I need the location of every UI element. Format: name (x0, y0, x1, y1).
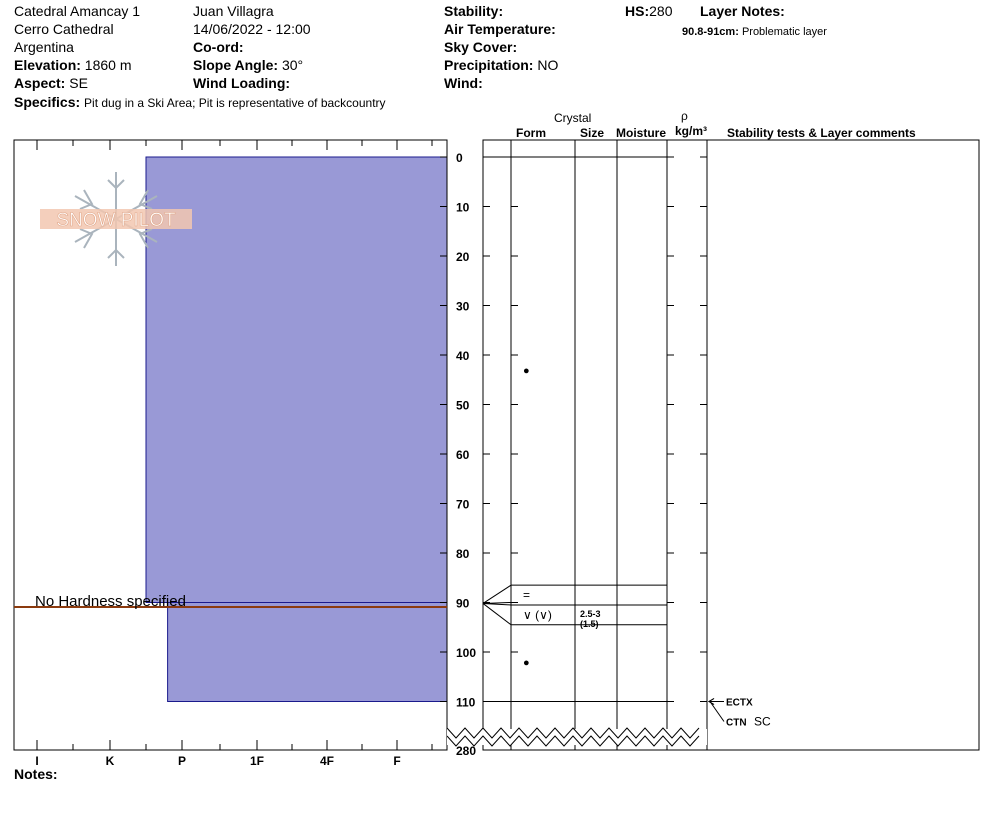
logo-text: SNOW PILOT (56, 210, 176, 231)
hardness-frame (13, 139, 448, 751)
boundary-connector (482, 603, 512, 626)
depth-label: 90 (456, 597, 470, 611)
depth-label: 70 (456, 498, 470, 512)
depth-label: 30 (456, 300, 470, 314)
slope-row: Slope Angle: 30° (193, 57, 303, 74)
slope-value: 30° (281, 57, 304, 73)
form-header: Form (516, 126, 546, 140)
no-hardness-label: No Hardness specified (35, 593, 186, 610)
wind-loading-label: Wind Loading: (193, 75, 291, 91)
crystal-table: ● = ∨ (∨) 2.5-3(1.5) ● (482, 139, 708, 751)
layer-note-range: 90.8-91cm: (682, 26, 739, 38)
stability-label: Stability: (444, 3, 504, 19)
layer-rect (167, 602, 448, 702)
region: Cerro Cathedral (14, 21, 114, 37)
depth-label: 0 (456, 151, 463, 165)
grain-size-secondary: (1.5) (580, 619, 599, 629)
slope-label: Slope Angle: (193, 57, 279, 73)
rho-header: ρ (681, 109, 688, 123)
grain-rows: ● = ∨ (∨) 2.5-3(1.5) ● (523, 365, 601, 669)
grain-form: ● (523, 657, 530, 669)
hardness-graph: I K P 1F 4F F (13, 139, 448, 768)
observer: Juan Villagra (193, 3, 274, 19)
moisture-header: Moisture (616, 126, 667, 140)
sky-cover-label: Sky Cover: (444, 39, 518, 55)
hs-row: HS:280 (625, 3, 672, 20)
layer-boundaries (482, 156, 667, 702)
notes-label: Notes: (14, 766, 58, 782)
hardness-label: P (178, 754, 186, 768)
hardness-label: I (35, 754, 38, 768)
test-label: ECTX (726, 698, 753, 709)
crystal-header: Crystal (554, 111, 592, 125)
wind-label: Wind: (444, 75, 483, 91)
air-temp-label: Air Temperature: (444, 21, 556, 37)
depth-axis: 0 10 20 30 40 50 60 70 80 90 100 110 280 (440, 151, 476, 758)
comments-box (706, 139, 980, 751)
depth-label: 80 (456, 547, 470, 561)
specifics-label: Specifics: (14, 94, 81, 110)
hs-label: HS: (625, 3, 650, 19)
depth-label: 10 (456, 201, 470, 215)
test-arrow-icon (708, 698, 715, 705)
grain-form: ∨ (∨) (523, 608, 552, 622)
elevation-value: 1860 m (84, 57, 132, 73)
elevation-label: Elevation: (14, 57, 81, 73)
depth-label: 40 (456, 349, 470, 363)
precip-row: Precipitation: NO (444, 57, 558, 74)
coord-label: Co-ord: (193, 39, 244, 55)
stability-comments-header: Stability tests & Layer comments (727, 126, 916, 140)
location: Catedral Amancay 1 (14, 3, 141, 19)
stability-tests: ECTX CTN SC (708, 698, 771, 729)
grain-size: 2.5-3 (580, 609, 601, 619)
layer-notes-label: Layer Notes: (700, 3, 785, 19)
specifics-row: Specifics: Pit dug in a Ski Area; Pit is… (14, 94, 386, 112)
depth-label: 100 (456, 646, 476, 660)
precip-value: NO (537, 57, 559, 73)
depth-label: 50 (456, 399, 470, 413)
precip-label: Precipitation: (444, 57, 534, 73)
size-header: Size (580, 126, 605, 140)
grain-form: = (523, 588, 530, 602)
test-label: CTN (726, 718, 747, 729)
grain-form: ● (523, 365, 530, 377)
boundary-connector (482, 601, 512, 604)
layer-rect (145, 156, 448, 603)
snowpilot-logo: SNOW PILOT (40, 172, 192, 266)
depth-bottom-label: 280 (456, 744, 476, 758)
hs-value: 280 (649, 3, 673, 19)
hardness-label: F (393, 754, 400, 768)
hardness-label: 4F (320, 754, 334, 768)
hardness-label: 1F (250, 754, 264, 768)
hardness-label: K (106, 754, 115, 768)
aspect-row: Aspect: SE (14, 75, 88, 92)
boundary-connector (482, 584, 512, 604)
no-hardness-text: No Hardness specified (35, 593, 186, 610)
hardness-ticks: I K P 1F 4F F (35, 140, 433, 768)
break-line-lower (446, 735, 700, 747)
elevation-row: Elevation: 1860 m (14, 57, 132, 74)
test-leader (709, 701, 725, 722)
aspect-label: Aspect: (14, 75, 66, 91)
break-line-upper (446, 727, 700, 739)
aspect-value: SE (69, 75, 88, 91)
layer-note-text: Problematic layer (741, 26, 827, 38)
test-result: SC (754, 715, 771, 729)
specifics-value: Pit dug in a Ski Area; Pit is representa… (84, 96, 386, 110)
country: Argentina (14, 39, 74, 55)
layer-note: 90.8-91cm: Problematic layer (682, 24, 827, 41)
datetime: 14/06/2022 - 12:00 (193, 21, 311, 37)
hardness-layers (145, 156, 448, 702)
depth-label: 20 (456, 250, 470, 264)
density-unit-header: kg/m³ (675, 124, 708, 138)
depth-label: 60 (456, 448, 470, 462)
depth-label: 110 (456, 696, 476, 710)
